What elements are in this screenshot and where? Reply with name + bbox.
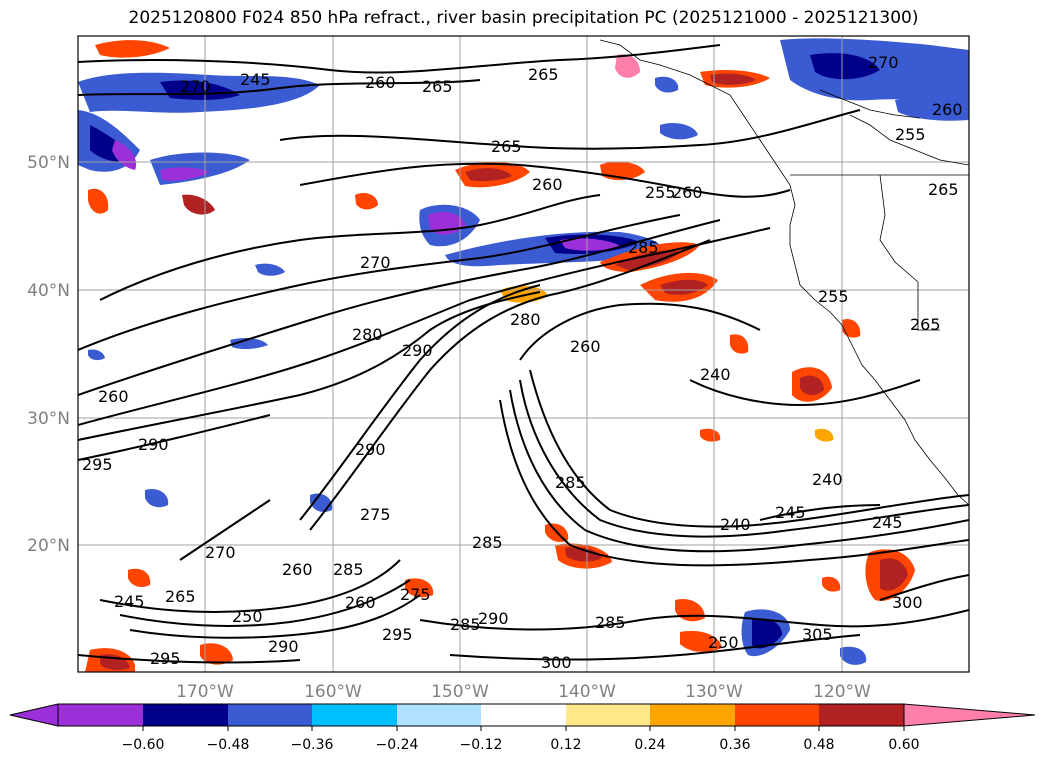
contour-label: 260 xyxy=(345,593,376,612)
contour-label: 260 xyxy=(532,175,563,194)
contour-label: 245 xyxy=(775,503,806,522)
contour-label: 260 xyxy=(98,387,129,406)
contour-label: 305 xyxy=(802,625,833,644)
colorbar-tick-label: −0.36 xyxy=(291,737,334,753)
contour-label: 270 xyxy=(360,253,391,272)
lon-label-160w: 160°W xyxy=(304,682,362,702)
colorbar-swatch xyxy=(143,704,228,726)
contour-label: 285 xyxy=(472,533,503,552)
contour-label: 280 xyxy=(352,325,383,344)
contour-label: 240 xyxy=(720,515,751,534)
lat-label-40n: 40°N xyxy=(27,281,70,301)
contour-label: 260 xyxy=(932,100,963,119)
colorbar-tick-label: 0.60 xyxy=(888,737,919,753)
colorbar-tick-label: −0.60 xyxy=(122,737,165,753)
colorbar-tick-label: −0.12 xyxy=(460,737,503,753)
colorbar-swatch xyxy=(819,704,904,726)
map-title: 2025120800 F024 850 hPa refract., river … xyxy=(128,8,919,28)
colorbar-tick-label: −0.24 xyxy=(376,737,419,753)
refractivity-contours xyxy=(78,44,969,664)
contour-label: 260 xyxy=(282,560,313,579)
map-frame xyxy=(77,35,970,673)
contour-label: 265 xyxy=(910,315,941,334)
lat-label-50n: 50°N xyxy=(27,153,70,173)
contour-label: 290 xyxy=(355,440,386,459)
coastline xyxy=(599,39,969,506)
contour-label: 255 xyxy=(818,287,849,306)
colorbar-tick-label: 0.12 xyxy=(550,737,581,753)
colorbar-swatch xyxy=(735,704,819,726)
contour-label: 270 xyxy=(180,77,211,96)
contour-label: 300 xyxy=(541,653,572,672)
contour-label: 295 xyxy=(150,649,181,668)
lon-label-170w: 170°W xyxy=(176,682,234,702)
contour-label: 265 xyxy=(165,587,196,606)
contour-label: 285 xyxy=(450,615,481,634)
contour-label: 245 xyxy=(114,592,145,611)
lon-label-140w: 140°W xyxy=(558,682,616,702)
colorbar-swatch xyxy=(566,704,650,726)
contour-label: 285 xyxy=(628,238,659,257)
contour-label: 270 xyxy=(868,53,899,72)
contour-label: 285 xyxy=(595,613,626,632)
colorbar-tick-label: −0.48 xyxy=(207,737,250,753)
colorbar-ticks xyxy=(142,726,905,731)
lon-label-130w: 130°W xyxy=(685,682,743,702)
contour-label: 255 xyxy=(895,125,926,144)
colorbar-tick-label: 0.24 xyxy=(634,737,665,753)
contour-label: 250 xyxy=(708,633,739,652)
contour-label: 290 xyxy=(402,341,433,360)
colorbar-tick-label: 0.48 xyxy=(803,737,834,753)
contour-label: 285 xyxy=(333,560,364,579)
contour-label: 300 xyxy=(892,593,923,612)
colorbar-swatch xyxy=(650,704,735,726)
contour-label: 295 xyxy=(382,625,413,644)
contour-label: 295 xyxy=(82,455,113,474)
colorbar-swatch xyxy=(228,704,312,726)
contour-label: 290 xyxy=(138,435,169,454)
contour-label: 260 xyxy=(570,337,601,356)
colorbar-tick-label: 0.36 xyxy=(719,737,750,753)
colorbar-swatch xyxy=(481,704,566,726)
lat-label-30n: 30°N xyxy=(27,409,70,429)
colorbar-extend-high xyxy=(903,703,1036,727)
contour-label: 275 xyxy=(400,585,431,604)
contour-label: 260 xyxy=(365,73,396,92)
colorbar-swatch xyxy=(312,704,397,726)
longitude-labels: 170°W 160°W 150°W 140°W 130°W 120°W xyxy=(176,682,871,702)
contour-label: 240 xyxy=(700,365,731,384)
colorbar-swatch xyxy=(58,704,143,726)
contour-label: 285 xyxy=(555,473,586,492)
contour-label: 290 xyxy=(268,637,299,656)
contour-label: 245 xyxy=(872,513,903,532)
colorbar: −0.60 −0.48 −0.36 −0.24 −0.12 0.12 0.24 … xyxy=(9,703,1036,753)
contour-label: 290 xyxy=(478,609,509,628)
lat-label-20n: 20°N xyxy=(27,536,70,556)
contour-label: 265 xyxy=(422,77,453,96)
latitude-labels: 50°N 40°N 30°N 20°N xyxy=(27,153,70,556)
lon-label-120w: 120°W xyxy=(813,682,871,702)
contour-label: 270 xyxy=(205,543,236,562)
contour-label: 265 xyxy=(928,180,959,199)
contour-label: 250 xyxy=(232,607,263,626)
contour-label: 255 xyxy=(645,183,676,202)
contour-label: 265 xyxy=(491,137,522,156)
contour-label: 240 xyxy=(812,470,843,489)
contour-label: 260 xyxy=(672,183,703,202)
contour-label: 280 xyxy=(510,310,541,329)
contour-label: 245 xyxy=(240,70,271,89)
contour-label: 265 xyxy=(528,65,559,84)
colorbar-swatch xyxy=(397,704,481,726)
contour-label: 275 xyxy=(360,505,391,524)
colorbar-extend-low xyxy=(9,703,59,727)
lon-label-150w: 150°W xyxy=(431,682,489,702)
contour-labels: 260 265 265 265 260 255 260 270 270 280 … xyxy=(82,53,963,672)
